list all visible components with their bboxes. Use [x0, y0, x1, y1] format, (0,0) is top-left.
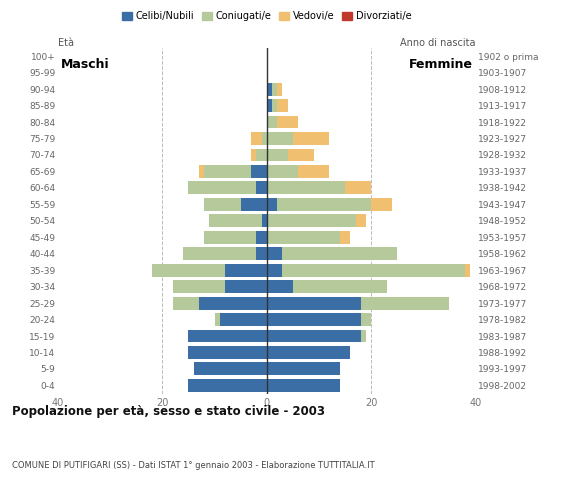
Bar — [173, 280, 225, 293]
Bar — [293, 280, 387, 293]
Bar — [267, 231, 340, 244]
Bar — [267, 165, 298, 178]
Bar — [256, 231, 267, 244]
Bar — [267, 313, 361, 326]
Text: COMUNE DI PUTIFIGARI (SS) - Dati ISTAT 1° gennaio 2003 - Elaborazione TUTTITALIA: COMUNE DI PUTIFIGARI (SS) - Dati ISTAT 1… — [12, 461, 374, 470]
Bar — [282, 264, 465, 276]
Bar — [267, 132, 293, 145]
Bar — [267, 215, 356, 227]
Bar — [277, 99, 288, 112]
Text: Età: Età — [58, 38, 74, 48]
Bar — [204, 231, 256, 244]
Bar — [277, 83, 282, 96]
Bar — [361, 297, 450, 310]
Text: Popolazione per età, sesso e stato civile - 2003: Popolazione per età, sesso e stato civil… — [12, 405, 325, 418]
Bar — [288, 148, 314, 161]
Bar — [256, 247, 267, 260]
Bar — [188, 181, 256, 194]
Bar — [225, 280, 267, 293]
Bar — [188, 379, 267, 392]
Bar — [267, 116, 277, 129]
Bar — [277, 198, 371, 211]
Bar — [220, 313, 267, 326]
Bar — [262, 215, 267, 227]
Bar — [267, 198, 277, 211]
Bar — [199, 165, 204, 178]
Bar — [262, 132, 267, 145]
Text: Femmine: Femmine — [409, 58, 473, 71]
Bar — [256, 181, 267, 194]
Bar — [204, 198, 241, 211]
Bar — [251, 148, 256, 161]
Bar — [152, 264, 225, 276]
Bar — [267, 247, 282, 260]
Bar — [465, 264, 470, 276]
Legend: Celibi/Nubili, Coniugati/e, Vedovi/e, Divorziati/e: Celibi/Nubili, Coniugati/e, Vedovi/e, Di… — [118, 7, 415, 25]
Bar — [272, 83, 277, 96]
Bar — [272, 99, 277, 112]
Bar — [267, 83, 272, 96]
Bar — [361, 330, 366, 342]
Bar — [194, 362, 267, 375]
Text: Maschi: Maschi — [60, 58, 109, 71]
Bar — [267, 181, 345, 194]
Bar — [293, 132, 329, 145]
Bar — [267, 379, 340, 392]
Bar — [241, 198, 267, 211]
Bar — [173, 297, 199, 310]
Bar — [282, 247, 397, 260]
Bar — [188, 330, 267, 342]
Bar — [267, 280, 293, 293]
Bar — [199, 297, 267, 310]
Bar — [188, 346, 267, 359]
Bar — [267, 99, 272, 112]
Text: Anno di nascita: Anno di nascita — [400, 38, 476, 48]
Bar — [256, 148, 267, 161]
Bar — [267, 297, 361, 310]
Bar — [204, 165, 251, 178]
Bar — [267, 362, 340, 375]
Bar — [267, 346, 350, 359]
Bar — [225, 264, 267, 276]
Bar — [183, 247, 256, 260]
Bar — [356, 215, 366, 227]
Bar — [345, 181, 371, 194]
Bar — [267, 264, 282, 276]
Bar — [371, 198, 392, 211]
Bar — [267, 330, 361, 342]
Bar — [340, 231, 350, 244]
Bar — [361, 313, 371, 326]
Bar — [298, 165, 329, 178]
Bar — [251, 165, 267, 178]
Bar — [215, 313, 220, 326]
Bar — [267, 148, 288, 161]
Bar — [251, 132, 262, 145]
Bar — [277, 116, 298, 129]
Bar — [209, 215, 262, 227]
